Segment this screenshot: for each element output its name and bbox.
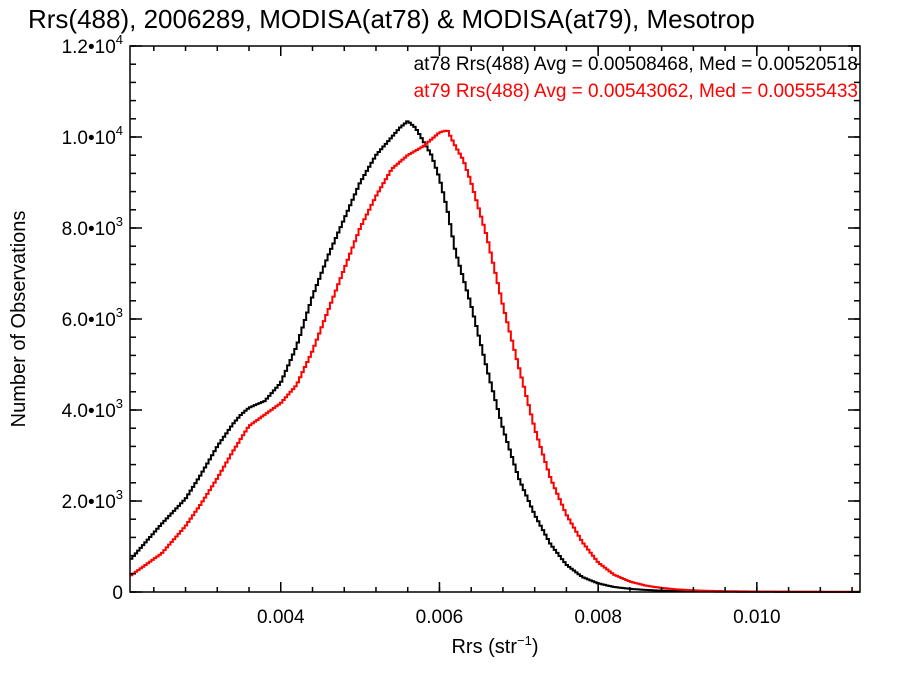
chart-title: Rrs(488), 2006289, MODISA(at78) & MODISA… (28, 4, 755, 34)
histogram-line-0 (130, 120, 860, 593)
x-axis-title: Rrs (str−1) (451, 633, 538, 658)
axis-ticks: 0.004 0.006 0.008 0.010 0 2.0•103 4.0•103 6.0•1… (62, 32, 860, 628)
y-axis-title: Number of Observations (8, 211, 30, 428)
y-tick-label: 4.0•103 (62, 396, 123, 422)
x-tick-label: 0.010 (733, 607, 781, 628)
y-tick-label: 6.0•103 (62, 305, 123, 331)
x-tick-label: 0.008 (574, 607, 622, 628)
plot-frame (129, 45, 861, 593)
x-axis-title-suffix: ) (532, 636, 539, 658)
stats-annotation-at79: at79 Rrs(488) Avg = 0.00543062, Med = 0.… (414, 81, 858, 102)
plot-series (130, 120, 860, 593)
y-tick-label: 1.0•104 (62, 123, 123, 149)
x-axis-title-exponent: −1 (517, 633, 532, 648)
y-tick-label: 1.2•104 (62, 32, 123, 58)
stats-annotation-at78: at78 Rrs(488) Avg = 0.00508468, Med = 0.… (414, 54, 858, 75)
x-axis-title-main: Rrs (str (451, 636, 517, 658)
x-tick-label: 0.004 (257, 607, 305, 628)
y-tick-label: 8.0•103 (62, 214, 123, 240)
y-tick-label: 2.0•103 (62, 487, 123, 513)
y-tick-label: 0 (112, 583, 123, 604)
x-tick-label: 0.006 (416, 607, 464, 628)
histogram-line-1 (130, 129, 860, 593)
